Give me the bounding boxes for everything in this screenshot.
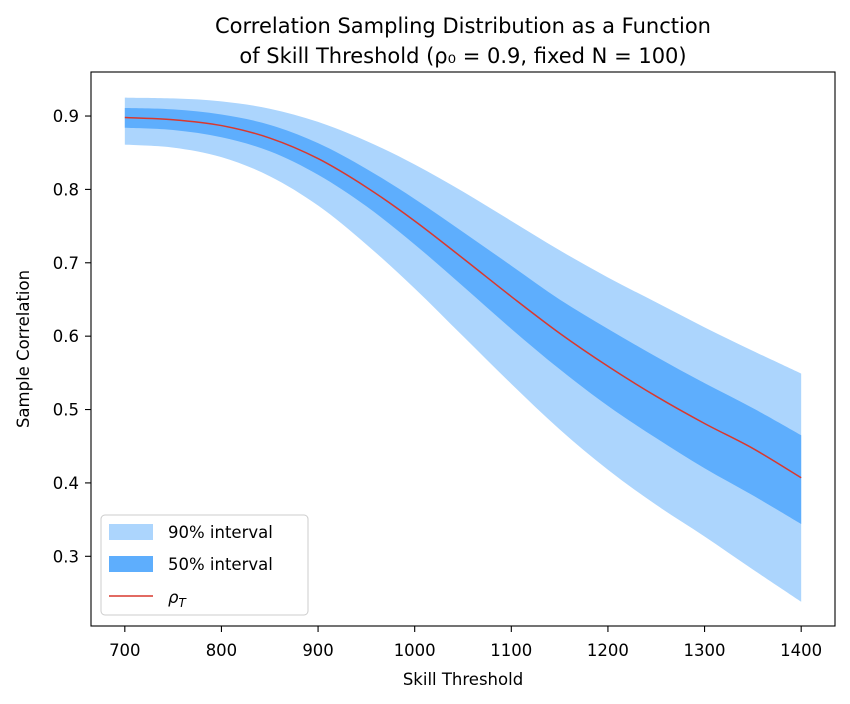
legend-label-50-interval: 50% interval [168, 555, 273, 574]
y-axis-label: Sample Correlation [14, 270, 33, 428]
y-tick-label: 0.5 [53, 401, 79, 420]
plot-area [124, 97, 802, 602]
legend: 90% interval 50% interval ρT [100, 514, 309, 616]
legend-swatch-90-interval [109, 524, 153, 540]
chart-title-line-2: of Skill Threshold (ρ₀ = 0.9, fixed N = … [239, 44, 686, 68]
x-tick-label: 700 [109, 641, 141, 660]
x-axis: 700 800 900 1000 1100 1200 1300 1400 [109, 626, 822, 660]
x-axis-label: Skill Threshold [403, 670, 523, 689]
x-tick-label: 800 [206, 641, 238, 660]
x-tick-label: 900 [302, 641, 334, 660]
rho-t-line [124, 116, 802, 479]
y-tick-label: 0.4 [53, 474, 79, 493]
x-tick-label: 1400 [780, 641, 822, 660]
legend-label-rho-t: ρT [168, 588, 187, 610]
legend-label-90-interval: 90% interval [168, 523, 273, 542]
legend-swatch-50-interval [109, 556, 153, 572]
x-tick-label: 1200 [587, 641, 629, 660]
band-50-interval [124, 107, 802, 525]
axes-frame [90, 71, 836, 627]
y-tick-label: 0.7 [53, 254, 79, 273]
y-tick-label: 0.9 [53, 107, 79, 126]
chart-title-line-1: Correlation Sampling Distribution as a F… [215, 14, 711, 38]
y-axis: 0.3 0.4 0.5 0.6 0.7 0.8 0.9 [53, 107, 91, 566]
y-tick-label: 0.3 [53, 547, 79, 566]
x-tick-label: 1100 [490, 641, 532, 660]
band-90-interval [124, 97, 802, 602]
x-tick-label: 1000 [394, 641, 436, 660]
y-tick-label: 0.8 [53, 180, 79, 199]
y-tick-label: 0.6 [53, 327, 79, 346]
x-tick-label: 1300 [684, 641, 726, 660]
